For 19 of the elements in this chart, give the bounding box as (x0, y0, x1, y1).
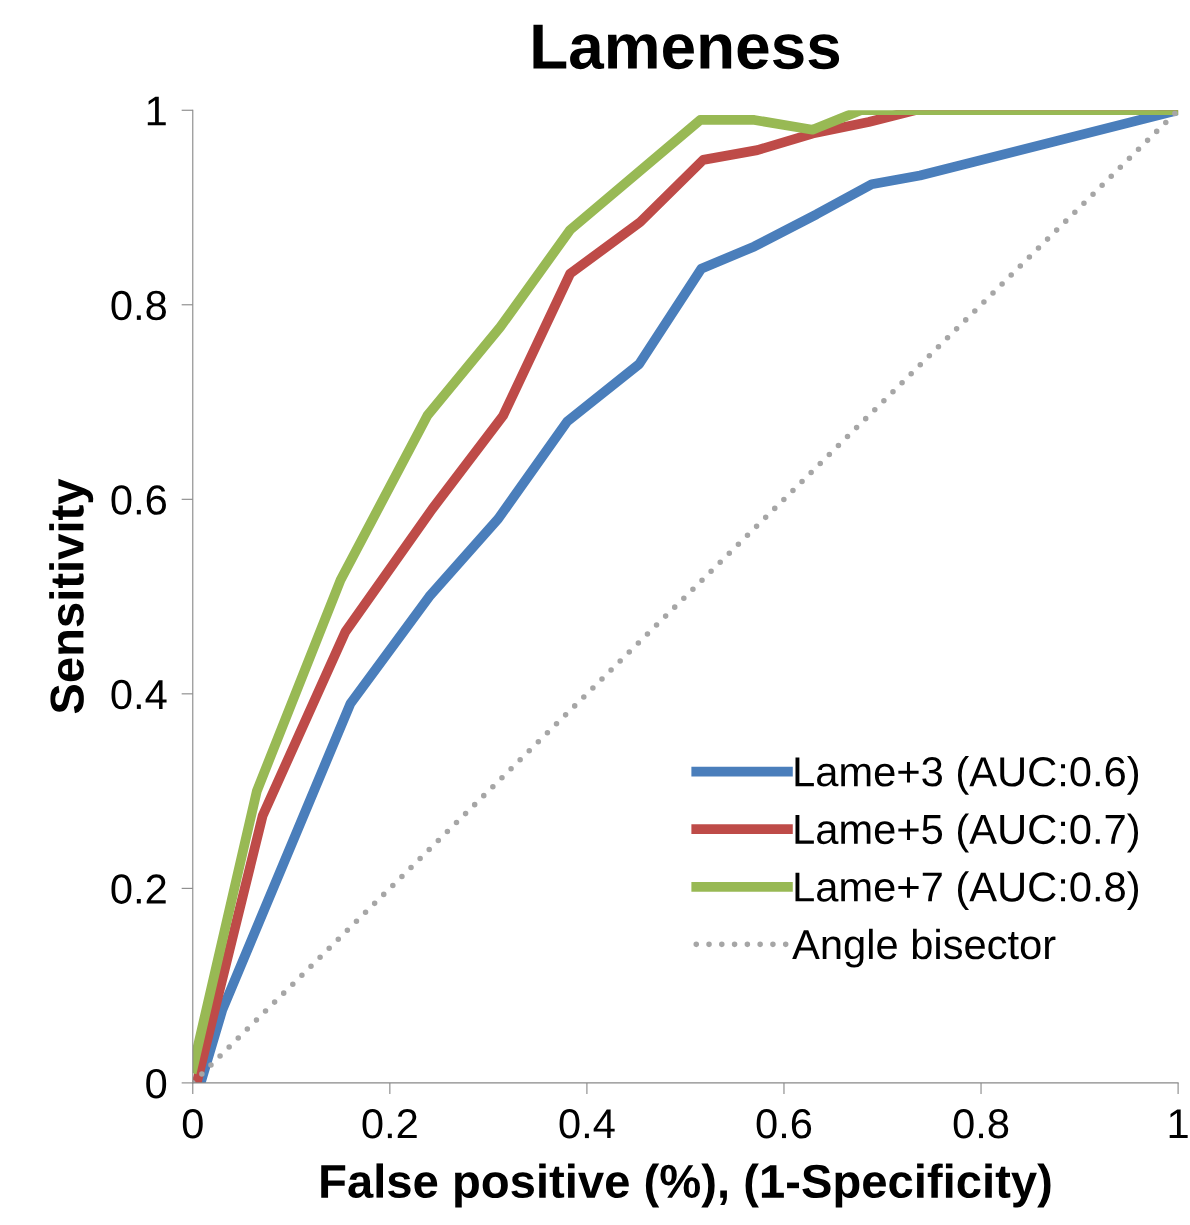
x-tick-label: 1 (1169, 1109, 1188, 1139)
y-tick-label: 0 (146, 1068, 167, 1099)
chart-title: Lameness (533, 24, 840, 70)
legend-label: Lame+7 (AUC:0.8) (795, 871, 1139, 910)
legend-label: Angle bisector (792, 928, 1056, 968)
legend-label: Lame+3 (AUC:0.6) (795, 755, 1139, 795)
x-tick-label: 0.4 (559, 1109, 615, 1139)
x-axis-title: False positive (%), (1-Specificity) (321, 1163, 1051, 1208)
x-tick-label: 0.2 (362, 1109, 417, 1139)
x-tick-label: 0.6 (756, 1109, 812, 1139)
y-tick-label: 0.2 (111, 874, 166, 904)
y-tick-label: 0.8 (111, 290, 166, 321)
y-tick-label: 1 (147, 96, 166, 126)
x-tick-label: 0 (182, 1109, 203, 1139)
y-tick-label: 0.4 (111, 679, 167, 710)
y-tick-label: 0.6 (111, 485, 166, 515)
legend-label: Lame+5 (AUC:0.7) (795, 813, 1139, 853)
y-axis-title: Sensitivity (49, 478, 94, 714)
x-tick-label: 0.8 (953, 1109, 1009, 1139)
